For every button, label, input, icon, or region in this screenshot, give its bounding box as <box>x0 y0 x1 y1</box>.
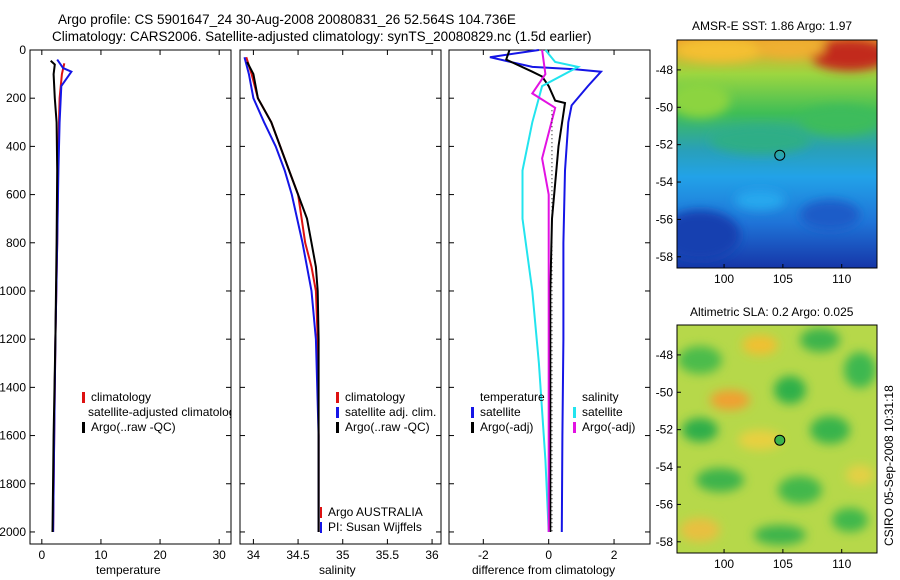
sla-map-axes: 100 105 110 -48 -50 -52 -54 -56 -58 <box>656 348 852 571</box>
series-line <box>530 49 557 532</box>
legend-swatch <box>471 407 474 418</box>
sst-map-title: AMSR-E SST: 1.86 Argo: 1.97 <box>692 19 853 33</box>
y-tick-label: -58 <box>656 250 674 264</box>
sst-map-axes: 100 105 110 -48 -50 -52 -54 -56 -58 <box>656 63 852 286</box>
legend-entry: climatology <box>82 390 231 405</box>
y-tick-label: 1600 <box>0 429 26 443</box>
x-tick-label: 35.5 <box>376 548 400 562</box>
legend-difference-salinity: salinity satellite Argo(-adj) <box>573 390 635 435</box>
sla-map <box>677 325 877 553</box>
chart-title-line2: Climatology: CARS2006. Satellite-adjuste… <box>52 29 592 44</box>
legend-swatch <box>573 407 576 418</box>
y-tick-label: 2000 <box>0 525 26 539</box>
x-tick-label: 36 <box>425 548 439 562</box>
x-tick-label: 30 <box>212 548 226 562</box>
sst-map-frame <box>676 39 878 269</box>
annotation-swatch <box>320 522 322 533</box>
legend-entry: satellite-adjusted climatology <box>88 405 231 419</box>
y-tick-label: 200 <box>6 91 26 105</box>
x-tick-label: 34.5 <box>286 548 310 562</box>
y-tick-label: -52 <box>656 423 674 437</box>
panel2-frame <box>239 49 442 545</box>
legend-entry: Argo(-adj) <box>471 420 545 435</box>
x-tick-label: 20 <box>153 548 167 562</box>
x-tick-label: 105 <box>773 557 793 571</box>
panel-salinity: 34 34.5 35 35.5 36 <box>240 49 441 562</box>
series-line <box>50 60 59 533</box>
x-tick-label: 110 <box>832 557 851 571</box>
series-line <box>246 61 320 532</box>
panel-temperature: 0 10 20 30 0 200 400 600 800 1000 1200 1400 1600 1800… <box>0 43 231 562</box>
series-line <box>521 49 581 533</box>
y-tick-label: -50 <box>656 385 674 399</box>
y-tick-label: -52 <box>656 138 674 152</box>
argo-annotation: Argo AUSTRALIA PI: Susan Wijffels <box>320 505 423 535</box>
argo-location-marker <box>774 149 786 161</box>
legend-entry: satellite adj. clim. <box>336 405 436 420</box>
panel-difference: -2 0 2 <box>449 49 650 562</box>
y-tick-label: 1000 <box>0 284 26 298</box>
legend-header-salinity: salinity <box>582 390 619 404</box>
legend-swatch <box>82 422 85 433</box>
legend-entry: Argo(..raw -QC) <box>82 420 231 435</box>
x-tick-label: 110 <box>832 272 851 286</box>
y-tick-label: -50 <box>656 100 674 114</box>
y-tick-label: -48 <box>656 348 674 362</box>
series-line <box>243 56 320 532</box>
xlabel-salinity: salinity <box>319 563 356 577</box>
legend-entry: climatology <box>336 390 436 405</box>
y-tick-label: 1200 <box>0 332 26 346</box>
y-tick-label: -54 <box>656 175 674 189</box>
legend-swatch <box>336 422 339 433</box>
legend-temperature: climatology satellite-adjusted climatolo… <box>82 390 231 435</box>
legend-swatch <box>336 392 339 403</box>
panel1-frame <box>29 49 232 545</box>
y-tick-label: 0 <box>19 43 26 57</box>
legend-swatch <box>471 422 474 433</box>
y-tick-label: 1400 <box>0 380 26 394</box>
y-tick-label: 800 <box>6 236 26 250</box>
x-tick-label: 0 <box>545 548 552 562</box>
sst-map <box>677 40 877 268</box>
x-tick-label: 35 <box>336 548 350 562</box>
y-tick-label: 400 <box>6 139 26 153</box>
x-tick-label: 34 <box>247 548 261 562</box>
y-tick-label: -56 <box>656 497 674 511</box>
chart-title-line1: Argo profile: CS 5901647_24 30-Aug-2008 … <box>58 12 516 27</box>
y-tick-label: -56 <box>656 212 674 226</box>
y-tick-label: -58 <box>656 535 674 549</box>
series-line <box>489 49 604 533</box>
xlabel-temperature: temperature <box>96 563 161 577</box>
legend-swatch <box>82 392 85 403</box>
argo-location-marker <box>774 434 786 446</box>
sla-map-frame <box>676 324 878 554</box>
annotation-swatch <box>320 507 322 518</box>
x-tick-label: 105 <box>773 272 793 286</box>
series-line <box>504 49 567 532</box>
legend-swatch <box>336 407 339 418</box>
y-tick-label: -48 <box>656 63 674 77</box>
x-tick-label: 2 <box>611 548 618 562</box>
x-tick-label: 100 <box>714 557 734 571</box>
legend-entry: Argo(..raw -QC) <box>336 420 436 435</box>
x-tick-label: 10 <box>94 548 108 562</box>
sla-map-title: Altimetric SLA: 0.2 Argo: 0.025 <box>690 305 854 319</box>
y-tick-label: 600 <box>6 188 26 202</box>
x-tick-label: -2 <box>478 548 489 562</box>
x-tick-label: 100 <box>714 272 734 286</box>
legend-difference-temperature: temperature satellite Argo(-adj) <box>471 390 545 435</box>
legend-salinity: climatology satellite adj. clim. Argo(..… <box>336 390 436 435</box>
legend-entry: satellite <box>471 405 545 420</box>
series-line <box>245 56 320 532</box>
legend-entry: satellite <box>573 405 635 420</box>
legend-swatch <box>573 422 576 433</box>
legend-header-temperature: temperature <box>480 390 545 404</box>
y-tick-label: 1800 <box>0 477 26 491</box>
y-tick-label: -54 <box>656 460 674 474</box>
xlabel-difference: difference from climatology <box>472 563 616 577</box>
x-tick-label: 0 <box>38 548 45 562</box>
legend-entry: Argo(-adj) <box>573 420 635 435</box>
panel3-frame <box>448 49 651 545</box>
